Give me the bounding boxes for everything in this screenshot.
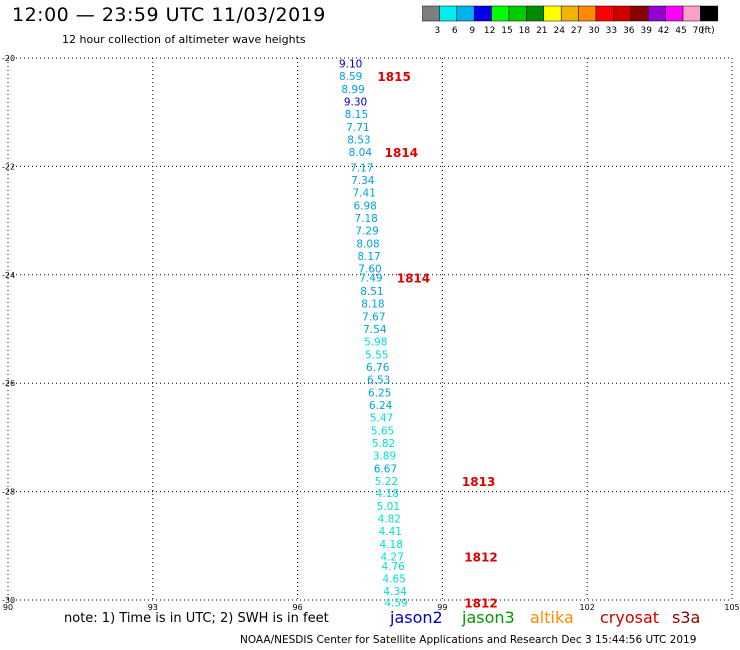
colorbar-swatch [700, 5, 719, 22]
wave-height-label: 7.17 [350, 162, 373, 174]
colorbar-tick-label: 3 [435, 26, 441, 35]
wave-height-label: 6.67 [374, 463, 397, 475]
colorbar-tick-label: 15 [501, 26, 512, 35]
wave-height-label: 9.10 [339, 58, 362, 70]
wave-height-label: 8.04 [349, 147, 373, 159]
wave-height-label: 8.08 [356, 238, 379, 250]
y-tick-label: -26 [2, 379, 15, 388]
x-tick-label: 93 [148, 603, 158, 612]
wave-height-label: 8.18 [361, 299, 384, 311]
x-tick-label: 96 [293, 603, 303, 612]
satellite-jason2: jason2 [390, 608, 443, 627]
colorbar-tick-label: (ft) [701, 26, 715, 35]
wave-height-label: 5.01 [377, 501, 400, 513]
colorbar-tick-label: 70 [693, 26, 705, 35]
time-annotation: 1813 [462, 475, 495, 489]
x-tick-label: 102 [580, 603, 595, 612]
wave-height-label: 6.24 [369, 400, 393, 412]
wave-height-label: 6.25 [368, 387, 391, 399]
time-annotation: 1814 [397, 272, 430, 286]
wave-height-label: 7.41 [353, 187, 376, 199]
satellite-s3a: s3a [672, 608, 701, 627]
footer-credit: NOAA/NESDIS Center for Satellite Applica… [240, 634, 697, 646]
wave-height-label: 8.99 [341, 84, 364, 96]
x-tick-label: 90 [3, 603, 13, 612]
wave-height-label: 7.18 [354, 213, 377, 225]
wave-height-label: 5.55 [365, 349, 388, 361]
y-tick-label: -24 [2, 271, 15, 280]
color-scale-legend: 3 6 9 12 15 18 21 24 27 30 33 36 39 42 45 70(ft) [422, 5, 719, 35]
footer-note: note: 1) Time is in UTC; 2) SWH is in fe… [64, 611, 329, 626]
wave-height-label: 7.49 [359, 273, 382, 285]
wave-height-label: 9.30 [344, 96, 367, 108]
colorbar-tick-label: 18 [519, 26, 531, 35]
colorbar-tick-label: 30 [588, 26, 600, 35]
y-tick-label: -22 [2, 162, 15, 171]
colorbar-tick-label: 21 [536, 26, 547, 35]
wave-height-label: 5.98 [364, 336, 387, 348]
colorbar-tick-label: 6 [452, 26, 458, 35]
y-tick-label: -30 [2, 596, 15, 605]
wave-height-label: 5.82 [372, 438, 395, 450]
wave-height-label: 8.15 [345, 109, 368, 121]
satellite-jason3: jason3 [462, 608, 515, 627]
colorbar-tick-label: 45 [675, 26, 686, 35]
wave-height-label: 5.65 [371, 425, 394, 437]
wave-height-label: 6.76 [366, 362, 390, 374]
wave-height-label: 4.76 [381, 561, 405, 573]
colorbar-tick-label: 27 [571, 26, 582, 35]
wave-height-label: 6.98 [353, 200, 376, 212]
colorbar-tick-label: 12 [484, 26, 495, 35]
wave-height-label: 7.71 [346, 122, 369, 134]
wave-height-label: 5.47 [370, 412, 393, 424]
colorbar-tick-label: 9 [469, 26, 475, 35]
wave-height-label: 7.29 [355, 225, 378, 237]
time-annotation: 1815 [377, 70, 410, 84]
x-tick-label: 105 [724, 603, 739, 612]
wave-height-label: 7.60 [358, 263, 381, 275]
wave-height-label: 4.82 [378, 514, 401, 526]
wave-height-label: 5.22 [375, 476, 398, 488]
wave-height-label: 4.18 [376, 488, 399, 500]
satellite-altika: altika [530, 608, 574, 627]
time-annotation: 1812 [464, 551, 497, 565]
wave-height-label: 8.59 [339, 71, 362, 83]
y-tick-label: -20 [2, 54, 15, 63]
satellite-cryosat: cryosat [600, 608, 660, 627]
wave-height-label: 6.53 [367, 374, 390, 386]
chart-title: 12:00 — 23:59 UTC 11/03/2019 [12, 4, 326, 26]
wave-height-label: 7.67 [362, 312, 385, 324]
wave-height-plot: 90 93 96 99 102 105 -20 -22 -24 -26 -28 -30 9.108.59… [2, 54, 740, 612]
colorbar-tick-label: 36 [623, 26, 635, 35]
wave-height-label: 8.53 [347, 134, 370, 146]
wave-height-label: 3.89 [373, 450, 396, 462]
colorbar-tick-label: 39 [640, 26, 652, 35]
wave-height-label: 7.54 [363, 324, 387, 336]
colorbar-tick-label: 33 [606, 26, 617, 35]
colorbar-tick-label: 42 [658, 26, 669, 35]
y-tick-label: -28 [2, 488, 15, 497]
wave-height-label: 4.41 [379, 526, 402, 538]
x-tick-label: 99 [437, 603, 447, 612]
wave-height-label: 4.34 [383, 586, 407, 598]
colorbar-tick-label: 24 [553, 26, 565, 35]
wave-height-label: 4.59 [384, 598, 407, 610]
wave-height-label: 7.34 [351, 175, 375, 187]
wave-height-label: 4.27 [381, 552, 404, 564]
chart-subtitle: 12 hour collection of altimeter wave hei… [62, 33, 306, 46]
wave-height-label: 8.51 [360, 286, 383, 298]
wave-height-label: 4.65 [382, 573, 405, 585]
time-annotation: 1814 [385, 146, 418, 160]
time-annotation: 1812 [464, 597, 497, 611]
wave-height-label: 8.17 [357, 251, 380, 263]
wave-height-label: 4.18 [380, 539, 403, 551]
